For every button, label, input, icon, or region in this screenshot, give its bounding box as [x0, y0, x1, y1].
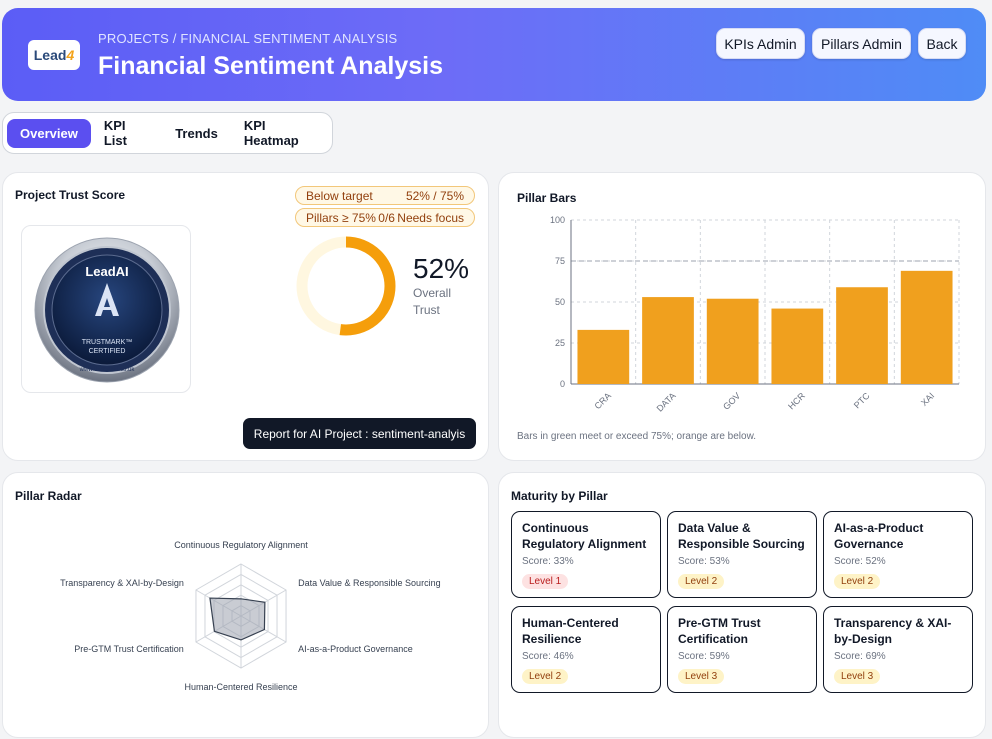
breadcrumb[interactable]: PROJECTS / FINANCIAL SENTIMENT ANALYSIS: [98, 31, 398, 46]
maturity-item[interactable]: Pre-GTM Trust Certification Score: 59% Lev…: [667, 606, 817, 693]
y-tick-label: 100: [550, 215, 565, 225]
bar-data: [642, 297, 694, 384]
bar-ptc: [836, 287, 888, 384]
maturity-pillar-name: Pre-GTM Trust Certification: [678, 616, 761, 646]
maturity-score: Score: 33%: [522, 556, 574, 567]
maturity-level-badge: Level 2: [522, 669, 569, 684]
bar-xai: [900, 270, 953, 384]
y-tick-label: 50: [555, 297, 565, 307]
radar-axis-label: Pre-GTM Trust Certification: [74, 644, 184, 654]
svg-text:LeadAI: LeadAI: [85, 264, 128, 279]
trust-gauge: [296, 236, 396, 336]
kpis-admin-button[interactable]: KPIs Admin: [716, 28, 805, 59]
svg-text:www.theleadai.co.uk: www.theleadai.co.uk: [79, 367, 136, 373]
pillar-bars-title: Pillar Bars: [517, 191, 577, 205]
radar-axis-label: Continuous Regulatory Alignment: [174, 540, 308, 550]
trustmark-badge: LeadAI TRUSTMARK™ CERTIFIED www.theleada…: [21, 225, 191, 393]
page-header: Lead 4 PROJECTS / FINANCIAL SENTIMENT ANA…: [2, 8, 986, 101]
radar-area: [209, 597, 266, 641]
maturity-score: Score: 46%: [522, 651, 574, 662]
maturity-level-badge: Level 3: [834, 669, 881, 684]
trust-percent: 52%: [413, 253, 470, 284]
maturity-item[interactable]: Data Value & Responsible Sourcing Score: …: [667, 511, 817, 598]
lead4-logo[interactable]: Lead 4: [28, 40, 80, 70]
pillar-bars-card: Pillar Bars 0 25 50 75 100 CRA DATA GOV HCR PTC XA…: [498, 172, 986, 461]
tab-bar: Overview KPI List Trends KPI Heatmap: [2, 112, 333, 154]
tab-kpi-heatmap[interactable]: KPI Heatmap: [243, 118, 299, 148]
back-button[interactable]: Back: [918, 28, 966, 59]
maturity-pillar-name: Transparency & XAI-by-Design: [834, 616, 952, 646]
tab-trends[interactable]: Trends: [175, 125, 218, 141]
maturity-score: Score: 69%: [834, 651, 886, 662]
overall-trust-label: Overall Trust: [413, 286, 452, 317]
maturity-item[interactable]: Continuous Regulatory Alignment Score: 33…: [511, 511, 661, 598]
maturity-level-badge: Level 2: [834, 574, 881, 589]
maturity-item[interactable]: AI-as-a-Product Governance Score: 52% Leve…: [823, 511, 973, 598]
bars-note: Bars in green meet or exceed 75%; orange…: [517, 431, 757, 442]
svg-text:CERTIFIED: CERTIFIED: [89, 348, 126, 355]
pillar-bar-chart: 0 25 50 75 100 CRA DATA GOV HCR PTC XAI: [550, 215, 960, 414]
maturity-pillar-name: Continuous Regulatory Alignment: [522, 521, 647, 551]
x-tick-label: GOV: [721, 391, 742, 412]
maturity-pillar-name: Human-Centered Resilience: [522, 616, 619, 646]
maturity-score: Score: 52%: [834, 556, 886, 567]
trustmark-seal-icon: LeadAI TRUSTMARK™ CERTIFIED www.theleada…: [34, 237, 180, 383]
maturity-pillar-name: Data Value & Responsible Sourcing: [678, 521, 805, 551]
bar-cra: [577, 329, 630, 384]
y-tick-label: 25: [555, 338, 565, 348]
tab-kpi-list[interactable]: KPI List: [103, 118, 127, 148]
x-tick-label: XAI: [919, 391, 936, 408]
radar-axis-label: Human-Centered Resilience: [184, 682, 297, 692]
x-tick-label: PTC: [852, 390, 872, 410]
svg-text:TRUSTMARK™: TRUSTMARK™: [82, 339, 133, 346]
pillar-radar-chart: Continuous Regulatory Alignment Data Valu…: [60, 540, 440, 692]
radar-axis-label: AI-as-a-Product Governance: [298, 644, 413, 654]
trust-gauge-arc: [296, 236, 396, 336]
tab-overview[interactable]: Overview: [7, 118, 91, 148]
pillar-radar-card: Pillar Radar Continuous Regulatory Align…: [2, 472, 489, 738]
trust-score-title: Project Trust Score: [15, 188, 126, 202]
y-tick-label: 75: [555, 256, 565, 266]
pillars-status-pill: Pillars ≥ 75% 0/6 Needs focus: [295, 208, 475, 227]
y-tick-label: 0: [560, 379, 565, 389]
x-tick-label: HCR: [786, 390, 807, 411]
trust-score-card: Project Trust Score Below target 52% / 75…: [2, 172, 489, 461]
maturity-card: Maturity by Pillar Continuous Regulatory…: [498, 472, 986, 738]
maturity-title: Maturity by Pillar: [511, 489, 608, 503]
maturity-pillar-name: AI-as-a-Product Governance: [834, 521, 924, 551]
maturity-level-badge: Level 1: [522, 574, 569, 589]
radar-axis-label: Data Value & Responsible Sourcing: [298, 578, 440, 588]
x-tick-label: CRA: [592, 391, 613, 412]
maturity-item[interactable]: Transparency & XAI-by-Design Score: 69% Le…: [823, 606, 973, 693]
radar-axis-label: Transparency & XAI-by-Design: [60, 578, 184, 588]
report-button[interactable]: Report for AI Project : sentiment-analyi…: [243, 418, 476, 449]
pillars-admin-button[interactable]: Pillars Admin: [812, 28, 911, 59]
maturity-item[interactable]: Human-Centered Resilience Score: 46% Level…: [511, 606, 661, 693]
maturity-score: Score: 59%: [678, 651, 730, 662]
x-tick-label: DATA: [655, 391, 678, 414]
pillar-radar-title: Pillar Radar: [15, 489, 82, 503]
page-title: Financial Sentiment Analysis: [98, 52, 444, 80]
bar-gov: [706, 298, 759, 384]
target-status-pill: Below target 52% / 75%: [295, 186, 475, 205]
bar-hcr: [771, 308, 824, 384]
maturity-score: Score: 53%: [678, 556, 730, 567]
maturity-level-badge: Level 2: [678, 574, 725, 589]
maturity-level-badge: Level 3: [678, 669, 725, 684]
